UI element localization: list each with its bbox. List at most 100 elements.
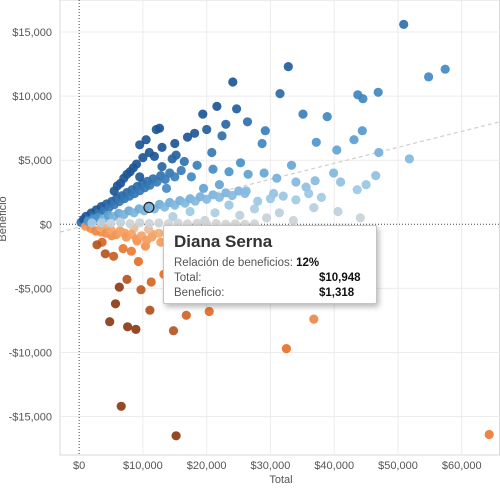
data-point[interactable] [253, 196, 263, 206]
data-point[interactable] [278, 191, 288, 201]
data-point[interactable] [249, 204, 260, 214]
data-point[interactable] [144, 218, 154, 229]
data-point[interactable] [135, 218, 145, 228]
data-point[interactable] [212, 101, 222, 111]
data-point[interactable] [298, 109, 308, 119]
data-point[interactable] [116, 178, 126, 188]
data-point[interactable] [125, 219, 135, 229]
data-point[interactable] [151, 124, 161, 135]
data-point[interactable] [309, 203, 319, 213]
data-point[interactable] [332, 145, 342, 155]
data-point[interactable] [304, 188, 314, 199]
data-point[interactable] [168, 326, 179, 336]
data-point[interactable] [309, 314, 319, 324]
data-point[interactable] [186, 172, 196, 182]
data-point[interactable] [333, 206, 343, 217]
data-point[interactable] [136, 285, 146, 295]
data-point[interactable] [207, 147, 217, 158]
data-point[interactable] [275, 89, 285, 99]
data-point[interactable] [109, 251, 119, 261]
data-point[interactable] [374, 147, 384, 158]
data-point[interactable] [170, 172, 180, 182]
data-point[interactable] [154, 228, 164, 238]
data-point[interactable] [133, 256, 143, 267]
data-point[interactable] [198, 109, 208, 119]
data-point[interactable] [141, 135, 151, 145]
data-point[interactable] [167, 154, 177, 164]
data-point[interactable] [171, 431, 181, 441]
data-point[interactable] [227, 190, 237, 201]
data-point[interactable] [122, 169, 132, 179]
data-point[interactable] [96, 218, 106, 228]
data-point[interactable] [126, 246, 136, 256]
data-point[interactable] [179, 156, 189, 167]
data-point[interactable] [109, 186, 119, 196]
data-point[interactable] [192, 160, 202, 170]
data-point[interactable] [265, 194, 275, 204]
data-point[interactable] [138, 153, 148, 163]
data-point[interactable] [105, 317, 115, 327]
data-point[interactable] [322, 112, 332, 122]
data-point[interactable] [243, 169, 253, 179]
data-point[interactable] [352, 185, 362, 195]
data-point[interactable] [168, 212, 178, 222]
data-point[interactable] [288, 215, 298, 226]
data-point[interactable] [329, 168, 339, 178]
data-point[interactable] [185, 206, 195, 217]
data-point[interactable] [190, 128, 200, 138]
data-point[interactable] [235, 158, 246, 168]
data-point[interactable] [214, 192, 224, 202]
data-point[interactable] [145, 305, 155, 315]
data-point[interactable] [182, 132, 193, 142]
data-point[interactable] [208, 164, 218, 174]
data-point[interactable] [240, 188, 250, 199]
data-point[interactable] [259, 168, 269, 178]
data-point[interactable] [316, 192, 326, 202]
data-point[interactable] [210, 208, 220, 218]
data-point[interactable] [228, 77, 238, 87]
data-point[interactable] [242, 117, 253, 127]
data-point[interactable] [310, 176, 320, 186]
data-point[interactable] [118, 244, 128, 254]
data-point[interactable] [161, 183, 172, 193]
data-point[interactable] [440, 64, 450, 74]
data-point[interactable] [92, 240, 102, 250]
data-point[interactable] [291, 177, 301, 187]
data-point[interactable] [286, 160, 297, 170]
data-point[interactable] [135, 172, 145, 182]
data-point[interactable] [181, 310, 191, 320]
data-point[interactable] [274, 208, 284, 218]
data-point[interactable] [204, 306, 214, 317]
data-point[interactable] [202, 124, 212, 135]
data-point[interactable] [424, 72, 434, 82]
data-point[interactable] [349, 135, 359, 145]
data-point[interactable] [160, 174, 170, 184]
data-point[interactable] [146, 277, 156, 287]
data-point[interactable] [114, 282, 124, 292]
data-point[interactable] [371, 171, 381, 181]
data-point[interactable] [283, 62, 293, 72]
data-point[interactable] [176, 165, 186, 176]
data-point[interactable] [123, 322, 133, 332]
data-point[interactable] [116, 401, 126, 411]
data-point[interactable] [116, 217, 126, 227]
data-point[interactable] [353, 90, 363, 100]
data-point[interactable] [373, 87, 383, 97]
data-point[interactable] [272, 173, 282, 183]
data-point[interactable] [404, 154, 414, 164]
data-point[interactable] [224, 200, 234, 210]
data-point[interactable] [128, 163, 138, 173]
data-point[interactable] [170, 138, 180, 149]
data-point[interactable] [291, 195, 301, 205]
data-point[interactable] [100, 249, 110, 259]
data-point[interactable] [235, 210, 245, 220]
data-point[interactable] [135, 140, 145, 150]
data-point[interactable] [217, 131, 227, 141]
data-point[interactable] [157, 162, 167, 172]
data-point[interactable] [357, 126, 367, 136]
data-point[interactable] [260, 126, 270, 136]
highlighted-data-point[interactable] [143, 201, 155, 214]
data-point[interactable] [131, 324, 141, 334]
data-point[interactable] [257, 138, 267, 149]
data-point[interactable] [144, 147, 154, 158]
